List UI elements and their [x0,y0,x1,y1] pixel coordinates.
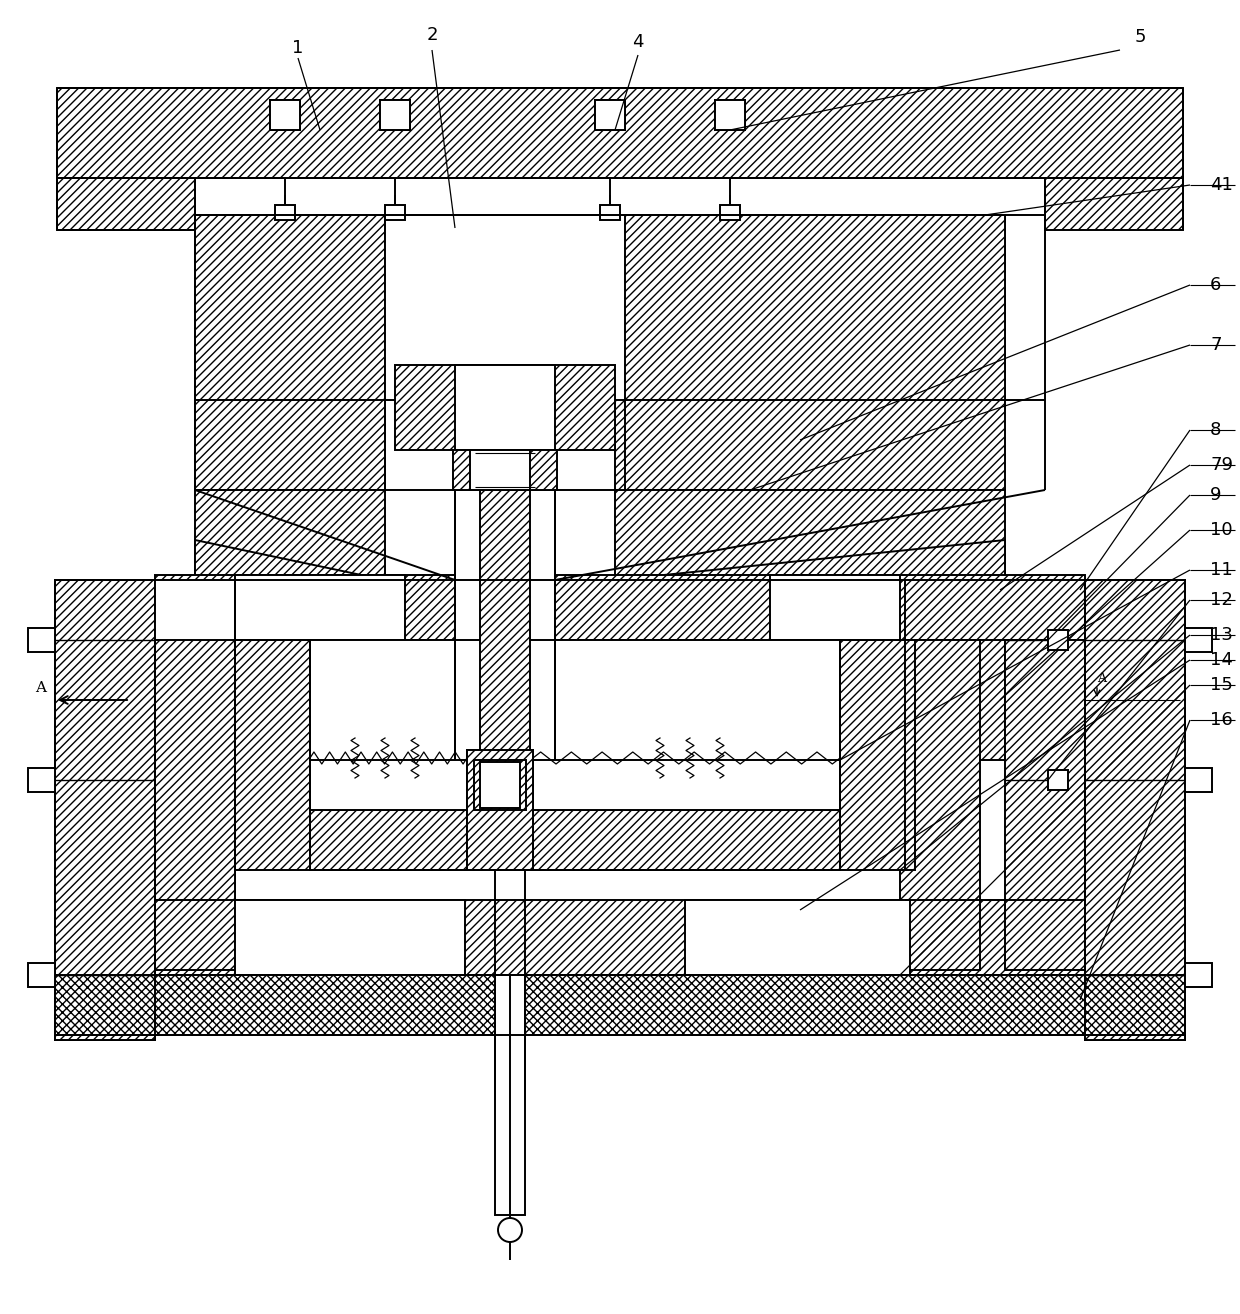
Text: 15: 15 [1210,675,1233,694]
Text: 16: 16 [1210,711,1233,729]
Text: 5: 5 [1135,28,1146,46]
Bar [595,100,625,130]
Bar [379,100,410,130]
Text: 1: 1 [293,39,304,57]
Bar [720,205,740,219]
Bar [270,100,300,130]
Bar [615,215,1004,490]
Bar [495,975,525,1215]
Text: 8: 8 [1210,420,1221,439]
Bar [715,100,745,130]
Bar [1185,628,1211,652]
Polygon shape [195,490,384,579]
Text: A: A [35,681,46,695]
Bar [57,177,195,230]
Bar [195,215,384,490]
Bar [455,490,556,759]
Bar [384,205,405,219]
Bar [236,900,465,975]
Bar [839,640,915,870]
Bar [155,900,1085,975]
Text: 13: 13 [1210,625,1233,644]
Bar [379,100,410,130]
Bar [55,579,155,1039]
Text: 6: 6 [1210,276,1221,294]
Bar [1085,579,1185,1039]
Bar [310,809,839,870]
Bar [270,100,300,130]
Bar [1085,579,1185,1039]
Bar [195,215,1004,399]
Bar [310,640,839,809]
Bar [467,750,533,870]
Polygon shape [615,490,1004,579]
Text: 14: 14 [1210,650,1233,669]
Bar [480,762,520,808]
Bar [1004,640,1085,970]
Bar [55,579,155,1039]
Text: 4: 4 [632,33,644,51]
Bar [1185,963,1211,987]
Bar [155,640,236,970]
Text: 10: 10 [1210,520,1233,539]
Bar [155,579,236,970]
Bar [770,576,900,640]
Text: 41: 41 [1210,176,1233,194]
Bar [236,576,405,640]
Polygon shape [556,579,1004,759]
Polygon shape [615,540,1004,579]
Bar [155,576,1085,640]
Bar [155,579,236,970]
Bar [155,579,236,970]
Text: A: A [1097,671,1106,685]
Bar [453,449,557,490]
Bar [455,365,556,449]
Circle shape [498,1218,522,1242]
Bar [57,88,1183,177]
Bar [595,100,625,130]
Bar [1048,770,1068,790]
Bar [55,975,1185,1035]
Text: 7: 7 [1210,336,1221,353]
Bar [1048,629,1068,650]
Text: 9: 9 [1210,486,1221,505]
Bar [715,100,745,130]
Bar [480,490,529,759]
Text: 79: 79 [1210,456,1233,474]
Bar [470,449,529,490]
Polygon shape [195,540,384,579]
Bar [396,365,615,449]
Bar [684,900,910,975]
Bar [900,640,980,970]
Bar [29,963,55,987]
Bar [474,759,526,809]
Text: 12: 12 [1210,591,1233,608]
Bar [467,750,533,870]
Bar [384,215,625,399]
Bar [29,628,55,652]
Bar [29,767,55,792]
Polygon shape [195,579,455,759]
Text: 11: 11 [1210,561,1233,579]
Text: 2: 2 [427,26,438,43]
Bar [236,640,310,870]
Bar [1185,767,1211,792]
Bar [1045,177,1183,230]
Bar [275,205,295,219]
Bar [600,205,620,219]
